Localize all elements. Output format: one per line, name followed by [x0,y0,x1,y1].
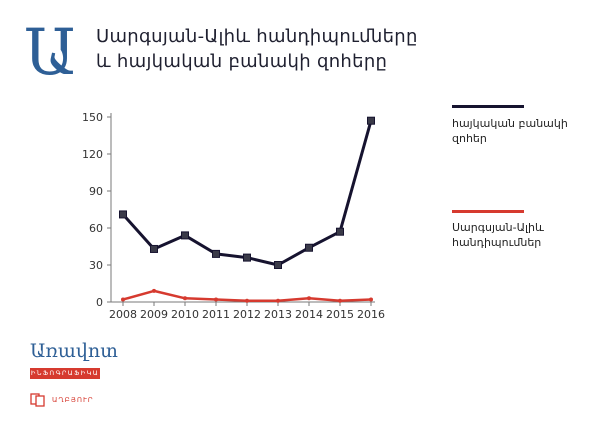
data-point [152,288,156,293]
data-point [274,261,282,269]
x-tick-label: 2014 [295,308,323,321]
legend-label-casualties: հայկական բանակի զոհեր [452,117,568,145]
series-line-0 [121,120,373,267]
y-tick-label: 60 [89,222,103,235]
data-point [245,298,249,303]
x-tick-label: 2015 [326,308,354,321]
data-point [121,297,125,302]
data-point [336,227,344,236]
document-icon [30,393,45,407]
data-point [181,231,189,240]
data-point [119,210,127,219]
x-tick-label: 2013 [264,308,292,321]
legend-line-meetings [452,210,524,213]
x-tick-label: 2008 [109,308,137,321]
x-tick-label: 2011 [202,308,230,321]
y-tick-label: 150 [82,111,103,124]
x-tick-label: 2012 [233,308,261,321]
source-label: ԱՂԲՅՈՒՐ [52,396,94,404]
data-point [183,296,187,301]
data-point [214,297,218,302]
logo-letter: Ա [24,16,76,90]
data-point [243,253,251,262]
data-point [150,244,158,253]
chart-title: Սարգսյան-Ալիև հանդիպումները և հայկական բ… [96,26,418,72]
y-tick-label: 90 [89,185,103,198]
y-tick-label: 0 [96,296,103,309]
legend-label-meetings: Սարգսյան-Ալիև հանդիպումներ [452,221,544,249]
data-point [305,243,313,252]
x-tick-label: 2016 [357,308,385,321]
data-point [212,249,220,258]
data-point [367,116,375,125]
legend-line-casualties [452,105,524,108]
x-tick-label: 2010 [171,308,199,321]
y-tick-label: 120 [82,148,103,161]
data-point [338,298,342,303]
brand-tag: ԻՆՖՈԳՐԱՖԻԿԱ [30,368,100,379]
y-tick-label: 30 [89,259,103,272]
data-point [369,297,373,302]
data-point [307,296,311,301]
brand-name: Առավոտ [30,340,118,362]
data-point [276,298,280,303]
x-tick-label: 2009 [140,308,168,321]
